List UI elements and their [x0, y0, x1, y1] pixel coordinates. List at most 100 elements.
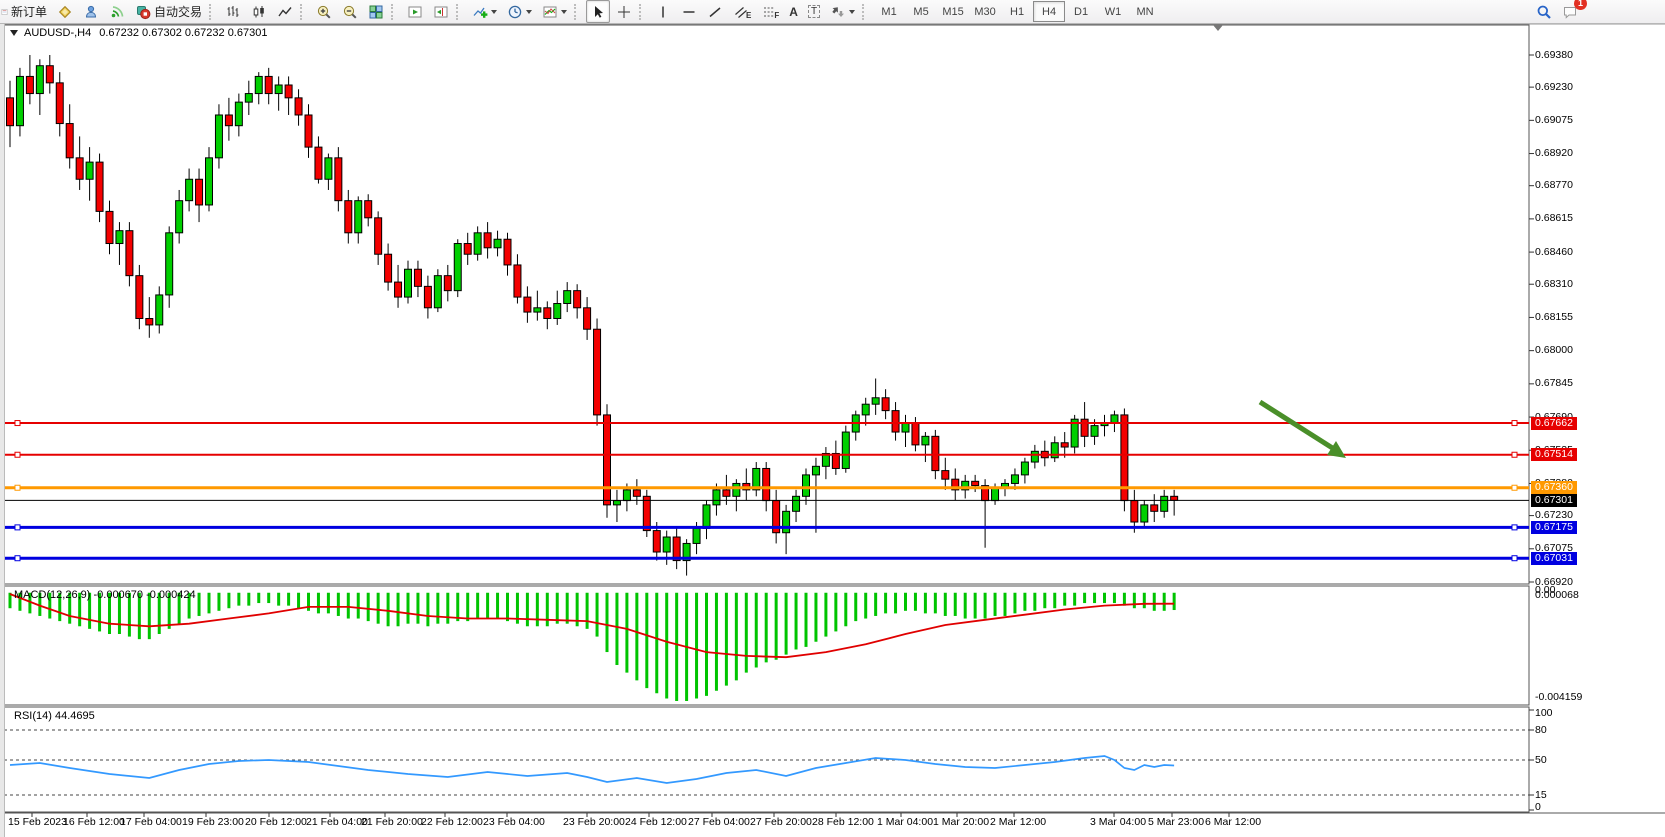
- toolbar-grip: [862, 3, 871, 20]
- templates-icon: [543, 6, 557, 17]
- price-line-flag: 0.67360: [1531, 481, 1577, 495]
- signals-button[interactable]: [105, 0, 129, 23]
- channel-icon: [735, 6, 747, 18]
- autoscroll-button[interactable]: [403, 0, 427, 23]
- fibonacci-button[interactable]: F: [757, 0, 783, 23]
- timeframe-h4-button[interactable]: H4: [1033, 1, 1066, 22]
- timeframe-d1-button[interactable]: D1: [1074, 5, 1089, 18]
- timeframe-m30-button[interactable]: M30: [974, 5, 996, 18]
- search-button[interactable]: [1532, 0, 1556, 23]
- toolbar-right-group: 1: [1531, 0, 1587, 23]
- autotrading-label: 自动交易: [154, 5, 203, 19]
- timeframe-m1-button[interactable]: M1: [881, 5, 897, 18]
- rsi-name: RSI(14): [14, 710, 52, 722]
- market-watch-button[interactable]: [53, 0, 77, 23]
- horizontal-line-object[interactable]: [4, 524, 1529, 531]
- time-axis-label: 21 Feb 20:00: [361, 816, 423, 828]
- time-axis-label: 23 Feb 04:00: [483, 816, 545, 828]
- rsi-axis-label: 80: [1535, 723, 1547, 736]
- horizontal-line-object[interactable]: [4, 451, 1529, 458]
- price-tick-label: 0.68460: [1535, 245, 1573, 258]
- price-tick-label: 0.67230: [1535, 509, 1573, 522]
- macd-indicator-label: MACD(12,26,9) -0.000670 -0.000424: [14, 589, 196, 601]
- chevron-down-icon: [561, 9, 568, 14]
- price-tick-label: 0.68920: [1535, 147, 1573, 160]
- time-axis-label: 15 Feb 2023: [8, 816, 67, 828]
- zoom-out-button[interactable]: [338, 0, 362, 23]
- price-line-flag: 0.67175: [1531, 520, 1577, 534]
- chart-menu-triangle-icon[interactable]: [10, 30, 18, 36]
- indicators-button[interactable]: [468, 0, 501, 23]
- autotrading-button[interactable]: 自动交易: [131, 0, 206, 23]
- time-axis-label: 2 Mar 12:00: [990, 816, 1047, 828]
- vertical-line-button[interactable]: [651, 0, 675, 23]
- price-line-flag: 0.67301: [1531, 493, 1577, 507]
- time-axis-label: 17 Feb 04:00: [120, 816, 182, 828]
- time-axis-label: 3 Mar 04:00: [1090, 816, 1147, 828]
- rsi-axis-label: 50: [1535, 753, 1547, 766]
- time-axis-label: 24 Feb 12:00: [625, 816, 687, 828]
- time-axis-label: 1 Mar 04:00: [877, 816, 934, 828]
- macd-axis-min: -0.004159: [1535, 691, 1583, 703]
- timeframe-m5-button[interactable]: M5: [913, 5, 929, 18]
- new-order-button[interactable]: 新订单: [1, 0, 51, 23]
- timeframe-m15-button[interactable]: M15: [942, 5, 964, 18]
- rsi-axis-label: 100: [1535, 706, 1553, 719]
- periods-icon: [508, 5, 522, 18]
- trendline-button[interactable]: [703, 0, 727, 23]
- chevron-down-icon: [491, 9, 498, 14]
- price-tick-label: 0.68000: [1535, 344, 1573, 357]
- autoscroll-icon: [408, 6, 422, 17]
- toolbar-grip: [456, 3, 465, 20]
- time-axis-label: 16 Feb 12:00: [63, 816, 125, 828]
- toolbar-grip: [391, 3, 400, 20]
- chart-shift-button[interactable]: [429, 0, 453, 23]
- bar-chart-icon: [227, 5, 239, 17]
- rsi-value: 44.4695: [54, 710, 95, 722]
- text-label-tool-button[interactable]: T: [804, 0, 824, 23]
- notifications-button[interactable]: 1: [1558, 0, 1587, 23]
- toolbar-grip: [574, 3, 583, 20]
- periods-button[interactable]: [503, 0, 536, 23]
- tile-windows-button[interactable]: [364, 0, 388, 23]
- chart-shift-icon: [434, 6, 448, 17]
- bar-chart-button[interactable]: [221, 0, 245, 23]
- new-order-label: 新订单: [11, 5, 48, 19]
- horizontal-line-object[interactable]: [4, 484, 1529, 491]
- time-axis-label: 27 Feb 20:00: [750, 816, 812, 828]
- metaeditor-button[interactable]: [79, 0, 103, 23]
- trend-arrow-annotation[interactable]: [1258, 399, 1346, 458]
- text-tool-button[interactable]: A: [785, 0, 802, 23]
- price-tick-label: 0.68615: [1535, 212, 1573, 225]
- crosshair-button[interactable]: [612, 0, 636, 23]
- rsi-line: [9, 755, 1175, 784]
- time-axis-label: 28 Feb 12:00: [812, 816, 874, 828]
- line-chart-button[interactable]: [273, 0, 297, 23]
- horizontal-line-object[interactable]: [4, 420, 1529, 427]
- price-tick-label: 0.69230: [1535, 80, 1573, 93]
- timeframe-mn-button[interactable]: MN: [1136, 5, 1154, 18]
- toolbar-grip: [209, 3, 218, 20]
- market-watch-icon: [58, 5, 72, 18]
- price-tick-label: 0.67845: [1535, 377, 1573, 390]
- fibonacci-icon: [764, 7, 775, 16]
- zoom-in-button[interactable]: [312, 0, 336, 23]
- candle-chart-button[interactable]: [247, 0, 271, 23]
- equidistant-channel-button[interactable]: E: [729, 0, 755, 23]
- notification-badge: 1: [1574, 0, 1587, 10]
- timeframe-w1-button[interactable]: W1: [1104, 5, 1122, 18]
- horizontal-line-object[interactable]: [4, 555, 1529, 562]
- chart-shift-marker[interactable]: [1213, 25, 1223, 31]
- timeframe-h1-button[interactable]: H1: [1010, 5, 1025, 18]
- horizontal-line-button[interactable]: [677, 0, 701, 23]
- time-axis-label: 22 Feb 12:00: [421, 816, 483, 828]
- cursor-button[interactable]: [586, 0, 611, 23]
- arrows-tool-button[interactable]: [826, 0, 859, 23]
- price-tick-label: 0.69380: [1535, 48, 1573, 61]
- text-icon: A: [789, 4, 798, 19]
- price-line-flag: 0.67662: [1531, 416, 1577, 430]
- rsi-axis-label: 15: [1535, 788, 1547, 801]
- templates-button[interactable]: [538, 0, 571, 23]
